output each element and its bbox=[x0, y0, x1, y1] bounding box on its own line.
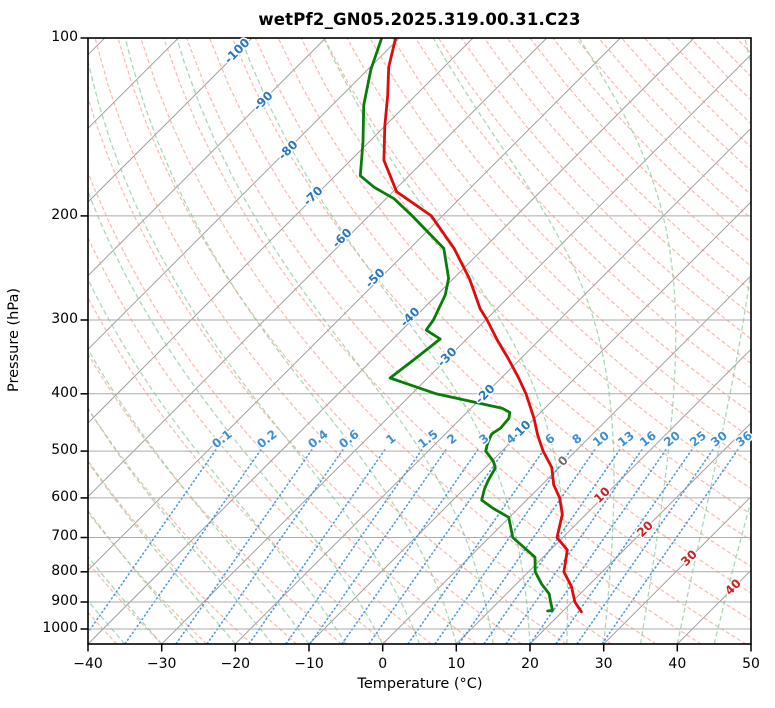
dewpoint-curve bbox=[358, 38, 554, 613]
y-tick-label: 900 bbox=[51, 592, 78, 609]
plot-border bbox=[87, 37, 752, 645]
x-tick-label: −10 bbox=[294, 656, 324, 672]
x-tick-label: −40 bbox=[73, 656, 103, 672]
temperature-curve bbox=[382, 38, 583, 614]
x-axis-label: Temperature (°C) bbox=[357, 676, 483, 692]
x-tick-label: −20 bbox=[220, 656, 251, 672]
x-tick-label: 0 bbox=[378, 656, 388, 672]
x-tick-label: 50 bbox=[742, 656, 760, 672]
y-tick-label: 600 bbox=[51, 488, 78, 505]
y-tick-label: 1000 bbox=[42, 620, 78, 637]
dry-adiabat-lines bbox=[88, 38, 751, 644]
y-tick-label: 800 bbox=[51, 562, 78, 579]
x-tick-label: −30 bbox=[146, 656, 177, 672]
sounding-curves bbox=[358, 38, 583, 614]
isotherm-lines bbox=[88, 38, 751, 644]
moist-adiabat-lines bbox=[88, 38, 751, 644]
x-tick-label: 40 bbox=[668, 656, 687, 672]
y-tick-label: 400 bbox=[51, 384, 78, 401]
y-tick-label: 500 bbox=[51, 442, 78, 459]
x-tick-label: 30 bbox=[594, 656, 613, 672]
x-tick-label: 10 bbox=[447, 656, 466, 672]
y-tick-label: 200 bbox=[51, 206, 78, 223]
y-tick-label: 700 bbox=[51, 528, 78, 545]
pressure-gridlines bbox=[88, 215, 751, 630]
axis-ticks bbox=[80, 37, 752, 652]
y-tick-label: 100 bbox=[51, 29, 78, 45]
mixing-ratio-lines bbox=[88, 449, 739, 644]
chart-title: wetPf2_GN05.2025.319.00.31.C23 bbox=[258, 10, 581, 29]
y-tick-label: 300 bbox=[51, 310, 78, 327]
x-tick-label: 20 bbox=[521, 656, 539, 672]
